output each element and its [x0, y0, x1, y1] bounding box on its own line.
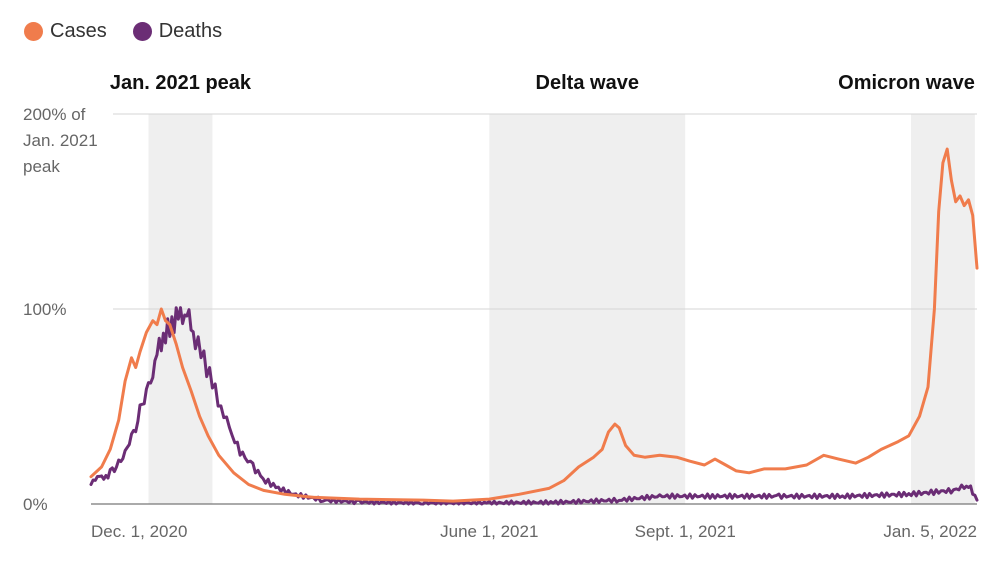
legend-swatch-cases: [24, 22, 43, 41]
x-tick-label-1: June 1, 2021: [440, 522, 538, 541]
series-layer: [89, 147, 979, 506]
label-layer: Jan. 2021 peak Delta wave Omicron wave 0% 10…: [23, 72, 977, 541]
x-tick-label-2: Sept. 1, 2021: [635, 522, 736, 541]
x-tick-label-3: Jan. 5, 2022: [883, 522, 977, 541]
y-tick-label-0: 0%: [23, 495, 48, 514]
x-tick-label-0: Dec. 1, 2020: [91, 522, 187, 541]
y-tick-label-1: 100%: [23, 300, 66, 319]
band-label-2: Omicron wave: [838, 72, 975, 94]
legend-label-cases: Cases: [50, 20, 107, 42]
legend-item-cases: Cases: [24, 20, 107, 43]
grid-layer: [91, 113, 977, 505]
legend: Cases Deaths: [24, 20, 248, 43]
band-label-1: Delta wave: [536, 72, 639, 94]
legend-item-deaths: Deaths: [132, 20, 223, 43]
y-tick-label-2: 200% of Jan. 2021 peak: [23, 105, 98, 176]
legend-swatch-deaths: [132, 22, 152, 41]
band-label-0: Jan. 2021 peak: [110, 72, 252, 94]
series-line-deaths: [89, 306, 979, 506]
legend-label-deaths: Deaths: [158, 20, 223, 42]
series-line-cases: [89, 147, 979, 503]
